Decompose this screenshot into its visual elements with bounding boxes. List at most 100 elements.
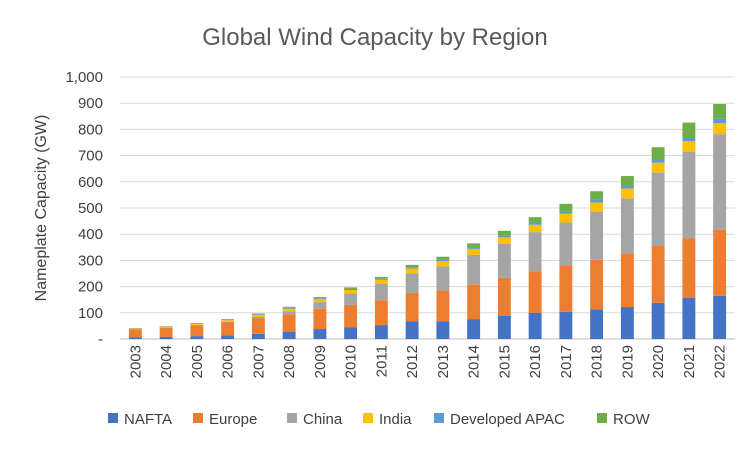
bar-segment: [497, 243, 511, 278]
x-tick-label: 2015: [496, 345, 513, 378]
bar-segment: [405, 321, 419, 339]
bar-segment: [467, 243, 481, 248]
bar-segment: [467, 254, 481, 285]
bar-segment: [528, 312, 542, 339]
bar-segment: [651, 172, 665, 246]
legend-label: India: [379, 411, 412, 428]
bar-segment: [682, 238, 696, 298]
legend-swatch: [597, 413, 607, 423]
x-tick-label: 2016: [527, 345, 544, 378]
x-tick-label: 2009: [312, 345, 329, 378]
bar-segment: [436, 261, 450, 267]
bar-segment: [374, 283, 388, 301]
x-tick-label: 2004: [158, 345, 175, 378]
bar-segment: [467, 248, 481, 255]
x-axis-ticks: 2003 2004 2005 2006 2007 2008 2009 2010 2011 2012…: [127, 345, 728, 378]
bar-segment: [436, 256, 450, 260]
bar-segment: [713, 295, 727, 339]
bar-segment: [374, 276, 388, 279]
bar-segment: [251, 314, 265, 315]
x-tick-label: 2012: [404, 345, 421, 378]
bar-segment: [590, 259, 604, 310]
bar-segment: [436, 290, 450, 322]
y-tick-label: 900: [78, 95, 103, 112]
bar-segment: [405, 267, 419, 269]
y-tick-label: 700: [78, 148, 103, 165]
bar-segment: [590, 191, 604, 200]
bar-segment: [128, 329, 142, 338]
bar-segment: [344, 287, 358, 289]
bar-segment: [251, 314, 265, 317]
bar-segment: [528, 232, 542, 272]
bar-segment: [128, 328, 142, 330]
bar-segment: [405, 273, 419, 293]
x-tick-label: 2006: [220, 345, 237, 378]
bar-segment: [344, 293, 358, 305]
bar-segment: [374, 325, 388, 339]
bar-segment: [190, 325, 204, 337]
bar-segment: [313, 297, 327, 299]
bar-segment: [559, 265, 573, 312]
bar-segment: [190, 336, 204, 339]
bar-segment: [682, 136, 696, 142]
y-axis-label: Nameplate Capacity (GW): [33, 115, 50, 302]
bar-segment: [282, 314, 296, 332]
x-tick-label: 2011: [373, 345, 390, 377]
x-tick-label: 2007: [250, 345, 267, 378]
bar-segment: [682, 141, 696, 152]
bar-segment: [313, 308, 327, 330]
chart-title: Global Wind Capacity by Region: [202, 24, 548, 51]
bar-segment: [528, 222, 542, 225]
bar-segment: [344, 327, 358, 339]
legend-swatch: [434, 413, 444, 423]
bar-segment: [251, 316, 265, 319]
legend-swatch: [363, 413, 373, 423]
bar-segment: [497, 230, 511, 236]
bar-segment: [559, 211, 573, 214]
bar-segment: [313, 299, 327, 303]
bar-segment: [620, 307, 634, 339]
bar-segment: [251, 333, 265, 339]
bar-segment: [374, 279, 388, 284]
bar-segment: [497, 315, 511, 339]
y-tick-label: -: [98, 331, 103, 348]
bar-segment: [713, 103, 727, 119]
bar-segment: [190, 324, 204, 326]
bar-segment: [590, 202, 604, 212]
bar-segment: [436, 266, 450, 291]
bar-segment: [374, 278, 388, 280]
bar-segment: [590, 211, 604, 260]
bar-segment: [559, 203, 573, 212]
bar-segment: [313, 298, 327, 300]
y-tick-label: 500: [78, 200, 103, 217]
bar-segment: [651, 302, 665, 339]
legend-label: NAFTA: [124, 411, 172, 428]
bar-segment: [221, 321, 235, 323]
bar-segment: [559, 222, 573, 266]
x-tick-label: 2019: [619, 345, 636, 378]
bar-segment: [682, 297, 696, 339]
y-tick-label: 300: [78, 252, 103, 269]
legend: NAFTA Europe China India Developed APAC ROW: [108, 411, 651, 428]
x-tick-label: 2005: [189, 345, 206, 378]
bar-segment: [528, 224, 542, 233]
bar-segment: [620, 176, 634, 186]
bar-segment: [620, 188, 634, 199]
y-tick-label: 600: [78, 174, 103, 191]
legend-swatch: [193, 413, 203, 423]
legend-label: China: [303, 411, 343, 428]
legend-label: ROW: [613, 411, 651, 428]
x-tick-label: 2021: [681, 345, 698, 378]
bar-segment: [405, 268, 419, 274]
bar-segment: [497, 237, 511, 244]
bar-segment: [405, 264, 419, 268]
bar-segment: [251, 313, 265, 315]
bar-segment: [190, 323, 204, 324]
bar-segment: [620, 253, 634, 308]
gridlines: [120, 76, 735, 340]
bar-segment: [251, 318, 265, 334]
x-tick-label: 2017: [558, 345, 575, 378]
bar-segment: [128, 337, 142, 339]
legend-swatch: [108, 413, 118, 423]
bar-segment: [344, 288, 358, 291]
